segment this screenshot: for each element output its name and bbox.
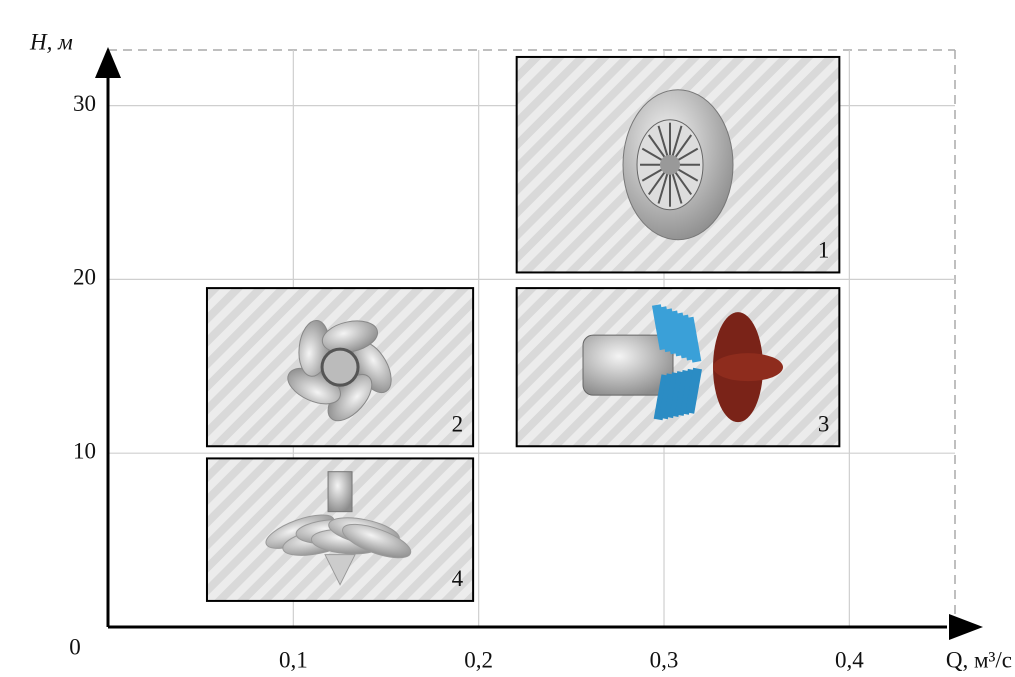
x-tick-label: 0,1 (279, 647, 308, 672)
chart: 1 2 3 4 0,1 0,2 0,3 0,4 0 10 20 30 H, м Q, м³/с (0, 0, 1015, 677)
x-tick-label: 0,2 (464, 647, 493, 672)
y-tick-label: 30 (73, 91, 96, 116)
y-tick-label: 10 (73, 438, 96, 463)
box-label: 4 (452, 566, 464, 591)
range-box (517, 288, 840, 446)
y-tick-label: 0 (69, 634, 81, 659)
y-axis-label: H, м (29, 29, 73, 54)
turbine-icon (713, 353, 783, 381)
x-tick-label: 0,4 (835, 647, 864, 672)
y-axis-arrow (95, 47, 121, 78)
box-label: 1 (818, 238, 830, 263)
impeller-icon (328, 472, 352, 512)
x-axis-label: Q, м³/с (946, 647, 1012, 672)
y-tick-label: 20 (73, 265, 96, 290)
box-label: 3 (818, 412, 830, 437)
boxes: 1 2 3 4 (207, 57, 839, 601)
box-label: 2 (452, 412, 464, 437)
turbine-icon (660, 155, 680, 175)
propeller-icon (322, 349, 358, 385)
x-tick-label: 0,3 (650, 647, 679, 672)
x-axis-arrow (949, 614, 983, 640)
